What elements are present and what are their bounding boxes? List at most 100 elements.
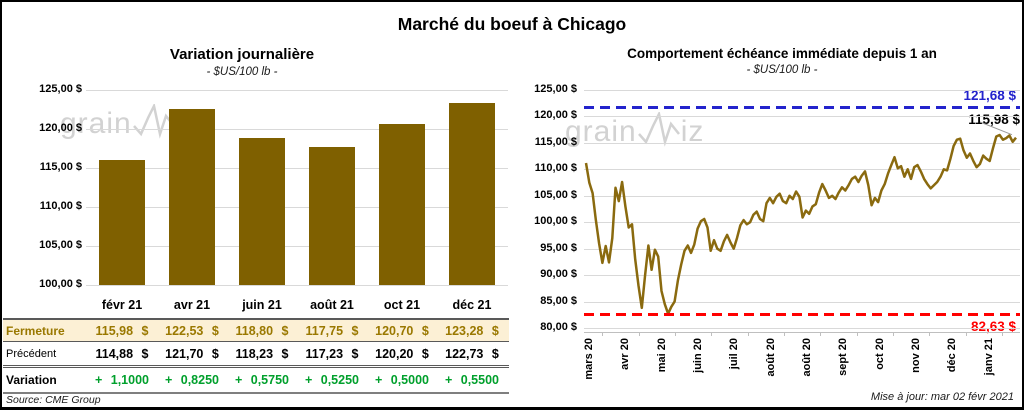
x-axis-tick bbox=[892, 332, 894, 336]
x-axis-label: juil 20 bbox=[728, 338, 741, 370]
y-axis-label: 120,00 $ bbox=[39, 122, 82, 134]
table-cell: 122,53 $ bbox=[165, 323, 219, 338]
column-header: oct 21 bbox=[383, 298, 421, 312]
y-axis-label: 110,00 $ bbox=[39, 200, 82, 212]
bar-juin 21 bbox=[239, 138, 285, 285]
x-axis-label: mars 20 bbox=[583, 338, 595, 380]
futures-table: févr 21 avr 21 juin 21 août 21 oct 21 déc 21 F… bbox=[3, 292, 509, 394]
gridline bbox=[584, 328, 1020, 329]
bar-août 21 bbox=[309, 146, 355, 285]
table-cell: + 0,5000 bbox=[374, 373, 429, 387]
table-cell: + 1,1000 bbox=[94, 373, 149, 387]
y-axis-label: 100,00 $ bbox=[39, 278, 82, 290]
page-title: Marché du boeuf à Chicago bbox=[397, 14, 627, 34]
line-chart-subtitle: - $US/100 lb - bbox=[746, 64, 818, 76]
table-cell: + 0,5250 bbox=[304, 373, 359, 387]
table-cell: 117,75 $ bbox=[305, 323, 359, 338]
gridline bbox=[584, 116, 1020, 118]
watermark-zigzag-icon bbox=[132, 104, 175, 139]
gridline bbox=[584, 222, 1020, 224]
row-precedent: Précédent 114,88 $ 121,70 $ 118,23 $ 117,23 … bbox=[3, 342, 509, 368]
callout-line bbox=[979, 121, 1013, 136]
y-axis-label: 90,00 $ bbox=[540, 268, 577, 281]
x-axis-tick bbox=[783, 332, 785, 336]
y-axis-label: 110,00 $ bbox=[534, 162, 577, 175]
watermark-text: grain bbox=[60, 107, 132, 140]
gridline bbox=[584, 195, 1020, 197]
x-axis-label: nov 20 bbox=[910, 338, 922, 373]
y-axis-label: 115,00 $ bbox=[534, 135, 577, 148]
x-axis-tick bbox=[602, 332, 604, 336]
x-axis-tick bbox=[856, 332, 858, 336]
row-fermeture: Fermeture 115,98 $ 122,53 $ 118,80 $ 117,75 … bbox=[3, 318, 509, 342]
line-chart: grain iz 125,00 $ 120,00 $ 115,00 $ 110,00 $… bbox=[517, 82, 1022, 407]
table-cell: 121,70 $ bbox=[165, 346, 219, 361]
gridline bbox=[86, 246, 508, 247]
x-axis-label: sept 20 bbox=[837, 338, 850, 376]
row-label: Précédent bbox=[6, 347, 57, 360]
table-header-row: févr 21 avr 21 juin 21 août 21 oct 21 déc 21 bbox=[3, 292, 509, 318]
gridline bbox=[584, 169, 1020, 171]
y-axis-label: 105,00 $ bbox=[39, 239, 82, 251]
bar-oct 21 bbox=[379, 123, 425, 285]
table-cell: 120,20 $ bbox=[375, 346, 429, 361]
column-header: avr 21 bbox=[173, 298, 211, 312]
x-axis-line bbox=[584, 332, 1020, 333]
gridline bbox=[86, 285, 508, 286]
y-axis-label: 95,00 $ bbox=[540, 241, 577, 254]
gridline bbox=[584, 142, 1020, 144]
x-axis-tick bbox=[820, 332, 822, 336]
x-axis-tick bbox=[638, 332, 640, 336]
bar-chart-subtitle: - $US/100 lb - bbox=[206, 66, 278, 78]
table-cell: 117,23 $ bbox=[305, 346, 359, 361]
table-cell: 118,23 $ bbox=[235, 346, 289, 361]
gridline bbox=[86, 129, 508, 130]
y-axis-label: 85,00 $ bbox=[540, 294, 577, 307]
gridline bbox=[86, 207, 508, 208]
table-cell: + 0,5750 bbox=[234, 373, 289, 387]
watermark-text: iz bbox=[680, 115, 705, 148]
high-dashed-line bbox=[584, 106, 1020, 110]
x-axis-label: déc 20 bbox=[946, 338, 959, 373]
x-axis-tick bbox=[674, 332, 676, 336]
bar-chart-title: Variation journalière bbox=[169, 46, 315, 63]
y-axis-label: 105,00 $ bbox=[534, 188, 577, 201]
table-cell: 114,88 $ bbox=[95, 346, 149, 361]
gridline bbox=[584, 275, 1020, 277]
price-line-svg bbox=[584, 121, 1017, 315]
x-axis-label: juin 20 bbox=[692, 338, 704, 373]
bar-avr 21 bbox=[169, 109, 215, 285]
column-header: déc 21 bbox=[452, 298, 492, 312]
y-axis-label: 125,00 $ bbox=[534, 83, 577, 95]
x-axis-label: août 20 bbox=[764, 338, 777, 377]
gridline bbox=[584, 301, 1020, 303]
table-cell: 122,73 $ bbox=[445, 346, 499, 361]
low-dashed-line bbox=[584, 312, 1020, 316]
high-annotation-label: 121,68 $ bbox=[963, 87, 1016, 103]
y-axis-label: 80,00 $ bbox=[540, 321, 577, 333]
row-label: Variation bbox=[6, 373, 57, 387]
y-axis-label: 125,00 $ bbox=[39, 83, 82, 95]
gridline bbox=[584, 248, 1020, 250]
bar-févr 21 bbox=[99, 160, 145, 285]
table-cell: 120,70 $ bbox=[375, 323, 429, 338]
x-axis-label: mai 20 bbox=[655, 338, 668, 373]
update-note: Mise à jour: mar 02 févr 2021 bbox=[870, 391, 1014, 403]
row-variation: Variation + 1,1000 + 0,8250 + 0,5750 + 0,525… bbox=[3, 368, 509, 394]
row-label: Fermeture bbox=[6, 323, 65, 338]
table-cell: 115,98 $ bbox=[95, 323, 149, 338]
line-chart-title: Comportement échéance immédiate depuis 1… bbox=[627, 46, 937, 61]
x-axis-label: avr 20 bbox=[619, 338, 632, 370]
x-axis-label: oct 20 bbox=[873, 338, 886, 370]
y-axis-label: 120,00 $ bbox=[534, 109, 577, 122]
x-axis-label: août 20 bbox=[801, 338, 813, 377]
low-annotation-label: 82,63 $ bbox=[970, 319, 1016, 335]
x-axis-tick bbox=[929, 332, 931, 336]
table-cell: 123,28 $ bbox=[445, 323, 499, 338]
x-axis-tick bbox=[747, 332, 749, 336]
x-axis-label: janv 21 bbox=[982, 338, 995, 376]
column-header: févr 21 bbox=[101, 298, 143, 312]
table-cell: 118,80 $ bbox=[235, 323, 289, 338]
